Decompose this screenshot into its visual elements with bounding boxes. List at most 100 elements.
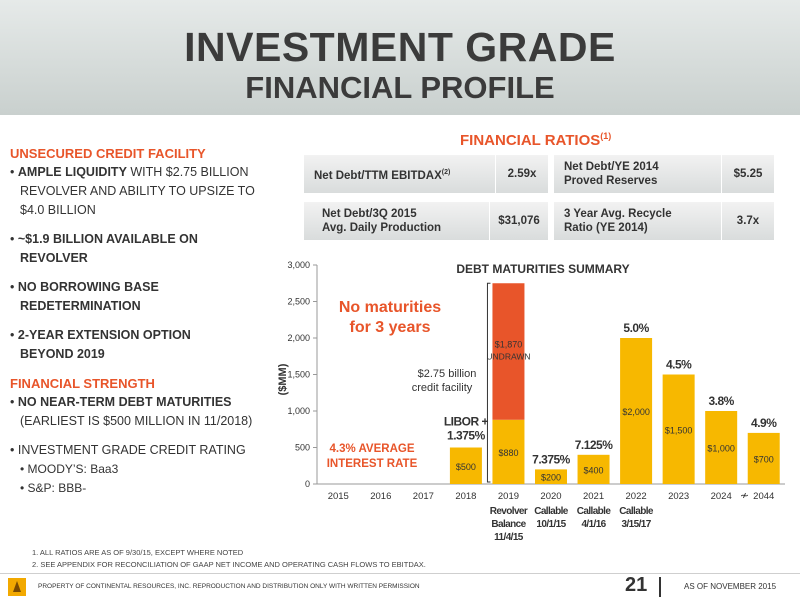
footer-divider	[0, 573, 800, 574]
ratio-label: 3 Year Avg. Recycle Ratio (YE 2014)	[554, 207, 721, 235]
rating-sp: • S&P: BBB-	[10, 479, 270, 498]
bar-value-label: $1,000	[707, 444, 735, 454]
ratio-box-daily-production: Net Debt/3Q 2015 Avg. Daily Production $3…	[304, 202, 548, 240]
bullet-bold-text: INVESTMENT GRADE CREDIT RATING	[17, 443, 246, 457]
bullet-symbol: •	[10, 232, 15, 246]
section-heading-financial-strength: FINANCIAL STRENGTH	[10, 376, 155, 391]
ratio-value: $5.25	[721, 155, 774, 193]
y-tick-label: 500	[295, 443, 310, 453]
ratio-label: Net Debt/YE 2014 Proved Reserves	[554, 160, 721, 188]
x-tick-label: 2017	[413, 491, 434, 502]
bullet-text-line2: REVOLVER AND ABILITY TO UPSIZE TO	[20, 184, 255, 198]
bar-sublabel: Callable	[577, 506, 612, 517]
avg-rate-annotation-line2: INTEREST RATE	[327, 458, 418, 470]
x-tick-label: 2015	[328, 491, 349, 502]
bar-value-label: $700	[754, 454, 774, 464]
bullet-text-line2: BEYOND 2019	[20, 347, 105, 361]
y-tick-label: 1,000	[287, 406, 310, 416]
debt-maturities-chart: DEBT MATURITIES SUMMARY ($MM) 0 500 1,000 1,5…	[275, 250, 795, 550]
title-line-1: INVESTMENT GRADE	[184, 24, 616, 70]
libor-rate-label-line1: LIBOR +	[444, 415, 489, 429]
bar-value-label: $200	[541, 473, 561, 483]
title-banner: INVESTMENT GRADE FINANCIAL PROFILE	[0, 0, 800, 115]
ratio-label: Net Debt/TTM EBITDAX(2)	[304, 166, 495, 183]
x-tick-label: 2044	[753, 491, 774, 502]
rating-text: MOODY’S: Baa3	[27, 462, 119, 476]
bullet-bold-text: NO BORROWING BASE	[17, 280, 159, 294]
ratio-value: 2.59x	[495, 155, 548, 193]
bullet-text-line2: REDETERMINATION	[20, 299, 141, 313]
bullet-ample-liquidity: • AMPLE LIQUIDITY WITH $2.75 BILLION REV…	[10, 163, 270, 220]
y-axis-label: ($MM)	[277, 363, 289, 395]
interest-rate-label: 5.0%	[623, 321, 649, 335]
x-tick-label: 2021	[583, 491, 604, 502]
bar-2044	[747, 432, 780, 484]
ratio-box-ebitdax: Net Debt/TTM EBITDAX(2) 2.59x	[304, 155, 548, 193]
bullet-symbol: •	[10, 280, 15, 294]
ratios-title-text: FINANCIAL RATIOS	[460, 132, 601, 149]
ratios-title-footnote: (1)	[600, 131, 612, 141]
rating-moodys: • MOODY’S: Baa3	[10, 460, 270, 479]
ratio-label-footnote: (2)	[441, 168, 451, 176]
bar-value-label: $1,500	[665, 425, 693, 435]
bullet-symbol: •	[10, 328, 15, 342]
bullet-text-line2: (EARLIEST IS $500 MILLION IN 11/2018)	[20, 414, 253, 428]
bar-sublabel: Balance	[491, 519, 526, 530]
bar-sublabel: Callable	[619, 506, 654, 517]
footer-disclaimer: PROPERTY OF CONTINENTAL RESOURCES, INC. …	[38, 583, 420, 590]
bar-2022	[620, 338, 653, 484]
ratio-label-line2: Ratio (YE 2014)	[564, 222, 648, 234]
x-tick-label: 2022	[626, 491, 647, 502]
bullet-bold-text: ~$1.9 BILLION AVAILABLE ON	[17, 232, 198, 246]
credit-facility-annotation-line1: $2.75 billion	[418, 368, 477, 380]
y-tick-label: 3,000	[287, 260, 310, 270]
bar-2023	[662, 374, 695, 484]
x-tick-label: 2019	[498, 491, 519, 502]
bullet-text: WITH $2.75 BILLION	[126, 165, 249, 179]
bar-undrawn-value-label: $1,870	[495, 340, 523, 350]
as-of-date: AS OF NOVEMBER 2015	[684, 582, 777, 591]
ratio-box-proved-reserves: Net Debt/YE 2014 Proved Reserves $5.25	[554, 155, 774, 193]
bar-2019	[492, 419, 525, 484]
axis-break-icon: ≁	[740, 489, 749, 502]
libor-rate-label-line2: 1.375%	[447, 429, 486, 443]
page-number-divider	[659, 577, 661, 597]
bar-value-label: $500	[456, 462, 476, 472]
ratio-label-line1: Net Debt/3Q 2015	[322, 208, 417, 220]
y-tick-label: 2,000	[287, 333, 310, 343]
ratio-value: $31,076	[489, 202, 548, 240]
bar-2020	[535, 469, 567, 484]
y-tick-label: 0	[305, 479, 310, 489]
ratio-label-line1: Net Debt/YE 2014	[564, 161, 659, 173]
ratio-label-line1: 3 Year Avg. Recycle	[564, 208, 672, 220]
ratios-title: FINANCIAL RATIOS(1)	[460, 131, 611, 149]
bullet-text-line3: $4.0 BILLION	[20, 203, 96, 217]
bullet-extension-option: • 2-YEAR EXTENSION OPTION BEYOND 2019	[10, 326, 270, 364]
title-line-2: FINANCIAL PROFILE	[245, 70, 555, 105]
bar-2018	[449, 447, 482, 484]
ratio-label: Net Debt/3Q 2015 Avg. Daily Production	[304, 207, 489, 235]
bullet-symbol: •	[10, 395, 15, 409]
bar-value-label: $2,000	[622, 407, 650, 417]
ratio-label-line2: Proved Reserves	[564, 175, 658, 187]
bullet-symbol: •	[10, 165, 15, 179]
bullet-bold-text: NO NEAR-TERM DEBT MATURITIES	[17, 395, 232, 409]
interest-rate-label: 3.8%	[709, 394, 735, 408]
interest-rate-label: 4.9%	[751, 416, 777, 430]
interest-rate-label: 7.375%	[532, 452, 571, 466]
footnote-1: 1. ALL RATIOS ARE AS OF 9/30/15, EXCEPT …	[32, 548, 244, 557]
bar-2024	[705, 411, 738, 484]
footnote-2: 2. SEE APPENDIX FOR RECONCILIATION OF GA…	[32, 560, 426, 569]
section-heading-credit-facility: UNSECURED CREDIT FACILITY	[10, 146, 206, 161]
bar-value-label: $400	[584, 465, 604, 475]
bullet-bold-text: AMPLE LIQUIDITY	[17, 165, 127, 179]
bullet-credit-rating: • INVESTMENT GRADE CREDIT RATING	[10, 441, 270, 460]
bar-undrawn-label: UNDRAWN	[486, 352, 530, 362]
bullet-available-revolver: • ~$1.9 BILLION AVAILABLE ON REVOLVER	[10, 230, 270, 268]
x-tick-label: 2018	[455, 491, 476, 502]
x-tick-label: 2023	[668, 491, 689, 502]
footnotes: 1. ALL RATIOS ARE AS OF 9/30/15, EXCEPT …	[32, 547, 426, 571]
credit-facility-bracket	[486, 282, 491, 483]
ratio-value: 3.7x	[721, 202, 774, 240]
bullet-text-line2: REVOLVER	[20, 251, 88, 265]
